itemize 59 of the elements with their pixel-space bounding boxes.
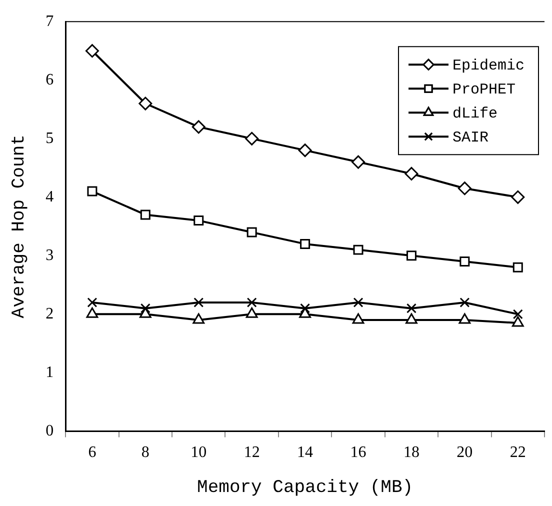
point (140, 210, 150, 220)
point (192, 313, 205, 324)
point (300, 238, 310, 249)
point (512, 309, 523, 320)
y-axis-title: Average Hop Count (10, 134, 30, 318)
point (352, 313, 364, 324)
point (352, 155, 366, 169)
point (458, 182, 472, 196)
x-axis-title: Memory Capacity (MB) (197, 478, 414, 498)
legend-label: ProPHET (452, 82, 516, 99)
point (246, 227, 257, 238)
legend-label: SAIR (452, 130, 489, 147)
point (512, 316, 524, 327)
point (353, 244, 364, 255)
point (194, 216, 204, 226)
legend-label: dLife (452, 106, 498, 123)
y-tick-label: 1 (46, 364, 54, 381)
point (512, 262, 523, 272)
y-tick-label: 0 (46, 422, 54, 440)
y-tick-label: 5 (46, 130, 54, 147)
point (406, 303, 416, 314)
point (460, 256, 470, 266)
y-tick-label: 7 (46, 12, 54, 30)
point (460, 297, 470, 308)
point (87, 186, 98, 196)
point (353, 297, 364, 308)
point (406, 250, 416, 261)
point (246, 307, 258, 318)
point (246, 297, 257, 308)
point (404, 166, 418, 180)
x-tick-label: 6 (88, 444, 96, 462)
point (194, 297, 204, 308)
point (458, 313, 471, 324)
x-tick-label: 12 (244, 444, 260, 462)
point (299, 307, 311, 318)
y-tick-label: 3 (46, 246, 54, 264)
y-tick-label: 6 (46, 71, 54, 88)
y-tick-label: 4 (46, 188, 54, 206)
x-tick-label: 10 (190, 444, 207, 462)
x-tick-label: 20 (456, 444, 473, 462)
legend-label: Epidemic (452, 58, 525, 75)
point (511, 190, 525, 204)
x-tick-label: 8 (141, 444, 150, 462)
x-tick-label: 18 (403, 444, 420, 462)
point (139, 307, 152, 318)
y-tick-label: 2 (46, 305, 54, 322)
point (85, 44, 99, 58)
point (406, 313, 418, 324)
x-tick-label: 16 (350, 444, 366, 462)
point (140, 303, 150, 314)
point (138, 96, 152, 110)
x-tick-label: 22 (510, 444, 526, 462)
point (300, 303, 310, 314)
point (87, 297, 98, 308)
x-tick-label: 14 (297, 444, 314, 462)
point (86, 307, 98, 318)
point (192, 120, 206, 134)
point (298, 144, 312, 158)
point (245, 132, 259, 146)
